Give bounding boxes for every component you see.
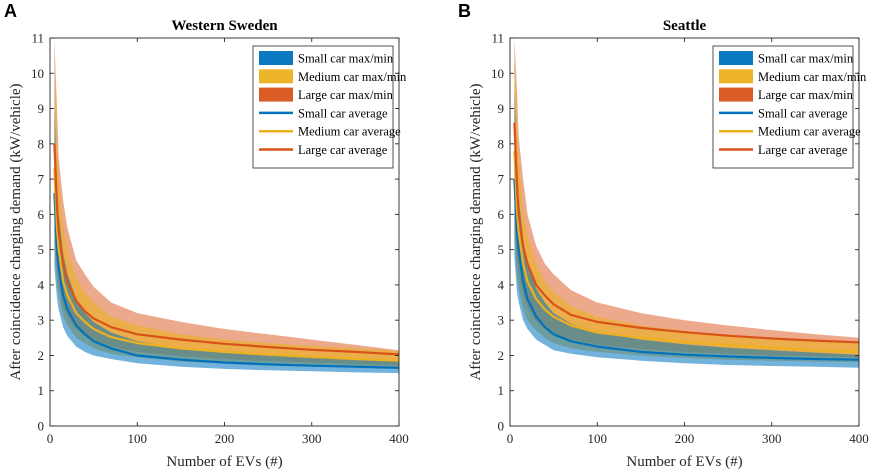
panel-b-legend-label: Medium car average — [758, 125, 861, 139]
panel-b-legend-label: Small car max/min — [758, 52, 854, 66]
panel-b-band-small-car-max-min — [514, 90, 859, 368]
panel-b-line-medium-car-average — [513, 150, 860, 353]
panel-a-legend-swatch — [259, 87, 293, 102]
panel-a-xtick-label: 300 — [302, 431, 322, 446]
panel-a-xtick-label: 0 — [47, 431, 54, 446]
panel-b-title: Seattle — [663, 18, 707, 34]
panel-a-ytick-label: 6 — [38, 207, 45, 222]
panel-b-legend-label: Large car max/min — [758, 88, 854, 102]
panel-a-legend-label: Small car average — [298, 106, 388, 120]
panel-a-legend-swatch — [259, 69, 293, 84]
panel-b-line-large-car-average — [513, 122, 860, 344]
panel-b-xtick-label: 200 — [675, 431, 695, 446]
panel-b-ytick-label: 0 — [498, 419, 505, 434]
panel-b-ytick-label: 10 — [491, 66, 504, 81]
panel-b-legend-box — [712, 45, 854, 169]
panel-b-xlabel: Number of EVs (#) — [626, 454, 742, 470]
panel-b-ytick-label: 6 — [498, 207, 505, 222]
panel-a-letter: A — [4, 1, 17, 21]
panel-a-xtick-label: 400 — [389, 431, 409, 446]
panel-a-line-small-car-average — [53, 193, 400, 369]
panel-a-ytick-label: 9 — [38, 101, 45, 116]
panel-b-ytick-label: 8 — [498, 136, 505, 151]
panel-b-line-small-car-average — [513, 179, 860, 361]
panel-b-ytick-label: 11 — [491, 31, 504, 46]
panel-a-legend-label: Medium car max/min — [298, 70, 407, 84]
panel-a-legend-label: Large car max/min — [298, 88, 394, 102]
panel-b-ytick-label: 1 — [498, 383, 505, 398]
panel-a-ytick-label: 11 — [31, 31, 44, 46]
panel-b-legend-swatch — [719, 51, 753, 65]
panel-b-legend-label: Small car average — [758, 106, 848, 120]
panel-b-legend-label: Large car average — [758, 143, 848, 157]
panel-b-legend-label: Medium car max/min — [758, 70, 867, 84]
panel-a-ytick-label: 0 — [38, 419, 45, 434]
panel-a-legend-label: Large car average — [298, 143, 388, 157]
panel-a-ytick-label: 5 — [38, 242, 45, 257]
panel-b-legend-swatch — [719, 69, 753, 84]
panel-a-xlabel: Number of EVs (#) — [166, 454, 282, 470]
panel-b-ytick-label: 5 — [498, 242, 505, 257]
panel-b-xtick-label: 300 — [762, 431, 782, 446]
panel-a-ytick-label: 8 — [38, 136, 45, 151]
panel-a-band-small-car-max-min — [54, 108, 400, 374]
panel-b-legend: Small car max/min Medium car max/min Large… — [712, 45, 867, 169]
panel-a-xtick-label: 200 — [215, 431, 235, 446]
panel-a-line-medium-car-average — [53, 168, 400, 362]
panel-a-ytick-label: 7 — [38, 172, 45, 187]
panel-a-title: Western Sweden — [171, 18, 278, 34]
panel-b-xtick-label: 0 — [507, 431, 514, 446]
panel-b-ytick-label: 4 — [498, 277, 505, 292]
panel-a-ytick-label: 3 — [38, 313, 45, 328]
panel-b-ylabel: After coincidence charging demand (kW/ve… — [468, 83, 484, 380]
panel-a-line-large-car-average — [53, 143, 400, 356]
panel-b-letter: B — [458, 1, 471, 21]
panel-b-legend-swatch — [719, 87, 753, 102]
panel-a-legend-label: Medium car average — [298, 125, 401, 139]
panel-a-ylabel: After coincidence charging demand (kW/ve… — [8, 83, 24, 380]
panel-a-legend-label: Small car max/min — [298, 52, 394, 66]
panel-a-legend-box — [252, 45, 394, 169]
panel-a-ytick-label: 2 — [38, 348, 45, 363]
panel-a-xtick-label: 100 — [128, 431, 148, 446]
panel-b: B Seattle 0 1 2 3 4 5 6 7 8 9 10 11 0 100 200 300 400 Numbe… — [458, 1, 869, 470]
panel-a-ytick-label: 4 — [38, 277, 45, 292]
panel-b-xtick-label: 400 — [849, 431, 869, 446]
panel-b-ytick-label: 2 — [498, 348, 505, 363]
panel-b-ytick-label: 3 — [498, 313, 505, 328]
panel-a-legend-swatch — [259, 51, 293, 65]
panel-b-xtick-label: 100 — [588, 431, 608, 446]
panel-a-ytick-label: 1 — [38, 383, 45, 398]
panel-b-ytick-label: 7 — [498, 172, 505, 187]
panel-a: A Western Sweden 0 1 2 3 4 5 6 7 8 9 10 11 0 100 200 300 4… — [4, 1, 409, 470]
panel-a-legend: Small car max/min Medium car max/min Large… — [252, 45, 407, 169]
panel-a-ytick-label: 10 — [31, 66, 44, 81]
panel-b-ytick-label: 9 — [498, 101, 505, 116]
